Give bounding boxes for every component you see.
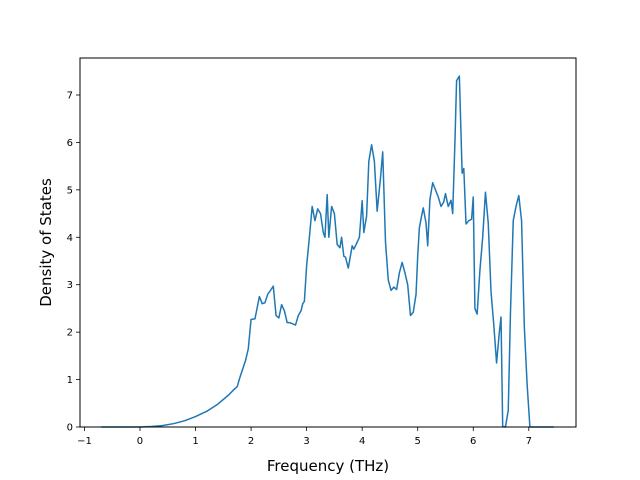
y-tick-label: 6 [67, 138, 73, 149]
axes-frame [79, 57, 577, 428]
x-tick-label: 2 [248, 436, 254, 447]
y-tick-label: 5 [67, 185, 73, 196]
x-tick-label: 4 [359, 436, 365, 447]
x-tick-label: 3 [303, 436, 309, 447]
y-axis: 0 1 2 3 4 5 6 7 [67, 90, 80, 434]
x-tick-label: 5 [415, 436, 421, 447]
x-axis-label: Frequency (THz) [267, 457, 389, 475]
x-tick-label: 6 [470, 436, 476, 447]
y-tick-label: 0 [67, 423, 73, 434]
y-tick-label: 7 [67, 90, 73, 101]
y-tick-label: 2 [67, 328, 73, 339]
x-axis: −1 0 1 2 3 4 5 6 7 [77, 427, 532, 447]
y-tick-label: 4 [67, 233, 73, 244]
y-tick-label: 1 [67, 375, 73, 386]
y-axis-label: Density of States [37, 178, 55, 307]
dos-series-line [101, 75, 554, 428]
y-tick-label: 3 [67, 280, 73, 291]
x-tick-label: −1 [77, 436, 92, 447]
x-tick-label: 7 [526, 436, 532, 447]
x-tick-label: 1 [192, 436, 198, 447]
plot-area [101, 75, 554, 428]
x-tick-label: 0 [137, 436, 143, 447]
